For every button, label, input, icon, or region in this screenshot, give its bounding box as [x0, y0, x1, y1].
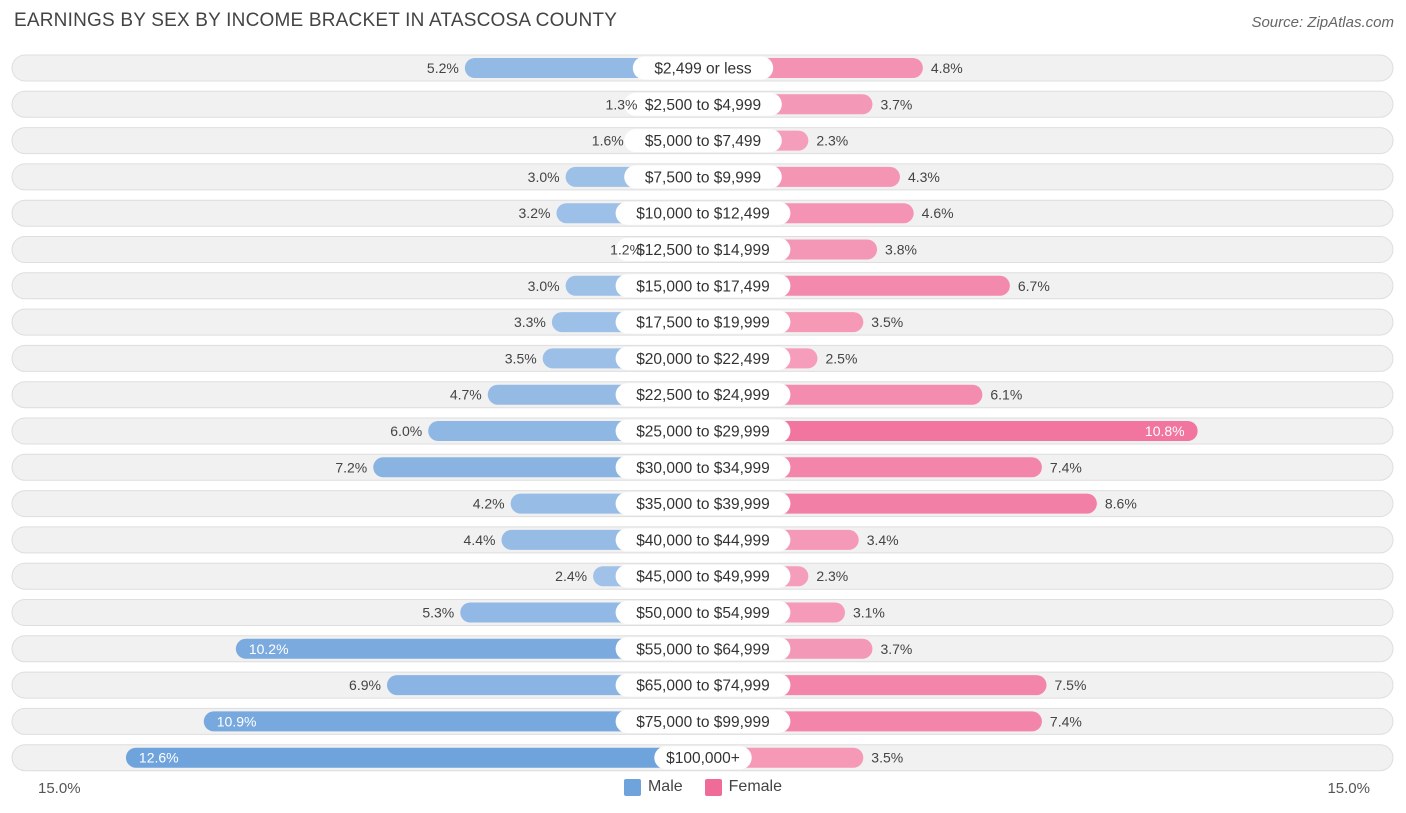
category-pill [624, 129, 782, 153]
category-pill [624, 92, 782, 116]
category-label: $65,000 to $74,999 [636, 678, 770, 695]
value-label-male: 3.0% [528, 169, 560, 185]
value-label-female: 7.5% [1055, 677, 1087, 693]
value-label-female: 2.3% [816, 133, 848, 149]
category-label: $35,000 to $39,999 [636, 496, 770, 513]
value-label-female: 10.8% [1145, 423, 1185, 439]
value-label-female: 3.8% [885, 242, 917, 258]
legend-item-male[interactable]: Male [623, 778, 683, 796]
category-pill [615, 238, 791, 261]
category-label: $22,500 to $24,999 [636, 387, 770, 404]
chart-source: Source: ZipAtlas.com [1251, 14, 1394, 31]
value-label-female: 4.3% [908, 169, 940, 185]
category-pill [654, 746, 752, 770]
category-label: $55,000 to $64,999 [636, 641, 770, 658]
category-label: $20,000 to $22,499 [636, 351, 770, 368]
value-label-male: 4.2% [473, 496, 505, 512]
value-label-male: 5.3% [422, 605, 454, 621]
category-label: $7,500 to $9,999 [645, 169, 761, 186]
category-label: $5,000 to $7,499 [645, 133, 761, 150]
value-label-male: 3.0% [528, 278, 560, 294]
category-label: $40,000 to $44,999 [636, 532, 770, 549]
category-pill [615, 528, 791, 552]
axis-min-label: 15.0% [38, 780, 81, 797]
category-pill [615, 274, 791, 298]
value-label-female: 3.1% [853, 605, 885, 621]
value-label-male: 7.2% [335, 459, 367, 475]
category-pill [615, 310, 791, 334]
value-label-male: 1.2% [610, 242, 642, 258]
value-label-female: 2.5% [826, 350, 858, 366]
category-label: $30,000 to $34,999 [636, 460, 770, 477]
value-label-male: 4.7% [450, 387, 482, 403]
category-label: $45,000 to $49,999 [636, 569, 770, 586]
category-pill [624, 165, 782, 189]
value-label-male: 1.3% [606, 96, 638, 112]
category-label: $50,000 to $54,999 [636, 605, 770, 622]
category-pill [615, 601, 791, 624]
value-label-female: 7.4% [1050, 713, 1082, 729]
legend-swatch-female [704, 778, 722, 796]
bar-male [203, 711, 713, 732]
value-label-male: 3.3% [514, 314, 546, 330]
category-pill [615, 637, 791, 661]
bar-female [693, 421, 1198, 441]
value-label-female: 2.3% [816, 568, 848, 584]
legend-label-male: Male [647, 778, 683, 795]
category-pill [615, 564, 791, 588]
category-label: $17,500 to $19,999 [636, 315, 770, 332]
category-pill [632, 56, 774, 80]
value-label-female: 4.8% [931, 60, 963, 76]
value-label-female: 3.7% [880, 96, 912, 112]
bar-male [125, 747, 714, 768]
category-label: $100,000+ [666, 750, 740, 767]
value-label-male: 2.4% [555, 568, 587, 584]
category-label: $15,000 to $17,499 [636, 278, 770, 295]
value-label-female: 7.4% [1050, 459, 1082, 475]
value-label-female: 8.6% [1105, 496, 1137, 512]
category-label: $75,000 to $99,999 [636, 714, 770, 731]
value-label-male: 1.6% [592, 133, 624, 149]
axis-max-label: 15.0% [1327, 780, 1370, 797]
category-pill [615, 383, 791, 407]
category-pill [615, 419, 791, 443]
legend-label-female: Female [728, 778, 783, 795]
chart-title: EARNINGS BY SEX BY INCOME BRACKET IN ATA… [14, 10, 618, 31]
value-label-female: 3.7% [880, 641, 912, 657]
bar-male [235, 638, 713, 659]
category-label: $2,500 to $4,999 [645, 97, 761, 114]
value-label-male: 4.4% [464, 532, 496, 548]
category-pill [615, 455, 791, 479]
value-label-male: 12.6% [139, 750, 179, 766]
legend-swatch-male [623, 778, 641, 796]
category-label: $25,000 to $29,999 [636, 424, 770, 441]
value-label-female: 3.4% [867, 532, 899, 548]
value-label-female: 4.6% [922, 205, 954, 221]
category-pill [615, 673, 791, 697]
value-label-female: 3.5% [871, 750, 903, 766]
value-label-male: 5.2% [427, 60, 459, 76]
value-label-male: 3.2% [519, 205, 551, 221]
category-pill [615, 492, 791, 516]
category-label: $12,500 to $14,999 [636, 242, 770, 259]
category-label: $2,499 or less [654, 61, 752, 78]
bar-female [693, 493, 1097, 514]
value-label-male: 3.5% [505, 350, 537, 366]
category-pill [615, 201, 791, 225]
legend: Male Female [0, 778, 1406, 796]
value-label-female: 6.1% [990, 387, 1022, 403]
value-label-male: 10.2% [249, 641, 289, 657]
category-pill [615, 709, 791, 733]
value-label-female: 6.7% [1018, 278, 1050, 294]
value-label-male: 10.9% [217, 713, 257, 729]
value-label-male: 6.9% [349, 677, 381, 693]
legend-item-female[interactable]: Female [704, 778, 783, 796]
category-pill [615, 346, 791, 370]
value-label-female: 3.5% [871, 314, 903, 330]
category-label: $10,000 to $12,499 [636, 206, 770, 223]
value-label-male: 6.0% [390, 423, 422, 439]
